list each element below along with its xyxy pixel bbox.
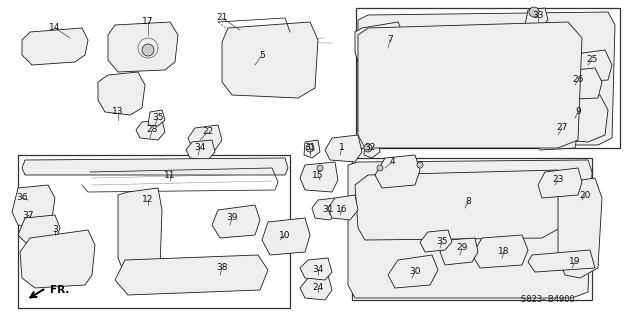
Text: 28: 28 <box>146 125 158 134</box>
Polygon shape <box>348 160 592 298</box>
Text: 11: 11 <box>165 171 176 180</box>
Polygon shape <box>328 195 358 220</box>
Polygon shape <box>525 8 548 28</box>
Text: 7: 7 <box>387 36 393 44</box>
Polygon shape <box>325 135 362 162</box>
Polygon shape <box>118 188 162 278</box>
Polygon shape <box>355 22 405 70</box>
Text: 24: 24 <box>312 284 323 292</box>
Polygon shape <box>388 255 438 288</box>
Polygon shape <box>562 50 612 82</box>
Text: 25: 25 <box>587 55 598 65</box>
Polygon shape <box>212 205 260 238</box>
Polygon shape <box>358 12 615 145</box>
Polygon shape <box>186 140 215 160</box>
Text: 35: 35 <box>436 237 448 246</box>
Text: 31: 31 <box>304 143 316 153</box>
Text: 23: 23 <box>552 175 564 185</box>
Text: 30: 30 <box>409 268 421 276</box>
Polygon shape <box>552 95 608 142</box>
Text: 19: 19 <box>569 258 581 267</box>
Polygon shape <box>312 198 338 220</box>
Text: S823- B4900: S823- B4900 <box>521 295 575 305</box>
Polygon shape <box>300 162 338 192</box>
Polygon shape <box>12 185 55 228</box>
Polygon shape <box>20 230 95 288</box>
Polygon shape <box>222 22 318 98</box>
Circle shape <box>317 165 323 171</box>
Text: 26: 26 <box>572 76 583 84</box>
Text: 5: 5 <box>259 51 265 60</box>
Text: 37: 37 <box>22 211 34 220</box>
Text: 17: 17 <box>143 18 154 27</box>
Polygon shape <box>472 235 528 268</box>
Circle shape <box>417 162 423 168</box>
Text: 29: 29 <box>457 244 468 252</box>
Polygon shape <box>262 218 310 255</box>
Text: 20: 20 <box>579 190 591 199</box>
Text: 4: 4 <box>389 157 395 166</box>
Text: 21: 21 <box>216 13 228 22</box>
Text: FR.: FR. <box>50 285 69 295</box>
Text: 14: 14 <box>50 23 61 33</box>
Text: 10: 10 <box>279 230 291 239</box>
Polygon shape <box>545 68 602 100</box>
Circle shape <box>377 165 383 171</box>
Polygon shape <box>300 275 332 300</box>
Text: 16: 16 <box>336 205 348 214</box>
Text: 12: 12 <box>143 196 154 204</box>
Text: 8: 8 <box>465 197 471 206</box>
Text: 15: 15 <box>312 171 324 180</box>
Text: 35: 35 <box>152 114 164 123</box>
Circle shape <box>142 44 154 56</box>
Polygon shape <box>136 120 165 140</box>
Circle shape <box>529 7 539 17</box>
Polygon shape <box>355 170 565 240</box>
Polygon shape <box>98 72 145 115</box>
Text: 34: 34 <box>312 266 323 275</box>
Polygon shape <box>358 22 582 148</box>
Text: 38: 38 <box>216 263 228 273</box>
Polygon shape <box>148 110 165 126</box>
Polygon shape <box>22 158 288 175</box>
Text: 36: 36 <box>16 194 28 203</box>
Text: 1: 1 <box>339 143 345 153</box>
Polygon shape <box>440 238 478 265</box>
Text: 31: 31 <box>322 205 333 214</box>
Text: 32: 32 <box>364 143 376 153</box>
Polygon shape <box>18 215 60 245</box>
Text: 18: 18 <box>498 247 510 257</box>
Text: 3: 3 <box>52 226 58 235</box>
Polygon shape <box>528 250 595 272</box>
Polygon shape <box>115 255 268 295</box>
Polygon shape <box>22 28 88 65</box>
Text: 22: 22 <box>202 127 214 137</box>
Polygon shape <box>375 155 420 188</box>
Circle shape <box>306 144 314 152</box>
Polygon shape <box>420 230 452 252</box>
Text: 27: 27 <box>556 124 568 132</box>
Text: 9: 9 <box>575 108 581 116</box>
Polygon shape <box>538 168 582 198</box>
Text: 34: 34 <box>194 143 206 153</box>
Text: 39: 39 <box>226 213 238 222</box>
Polygon shape <box>364 140 380 158</box>
Polygon shape <box>530 115 578 150</box>
Polygon shape <box>558 178 602 278</box>
Text: 13: 13 <box>112 108 124 116</box>
Polygon shape <box>304 140 320 158</box>
Polygon shape <box>300 258 332 280</box>
Polygon shape <box>108 22 178 72</box>
Polygon shape <box>188 125 222 150</box>
Circle shape <box>364 144 372 152</box>
Text: 33: 33 <box>533 11 544 20</box>
